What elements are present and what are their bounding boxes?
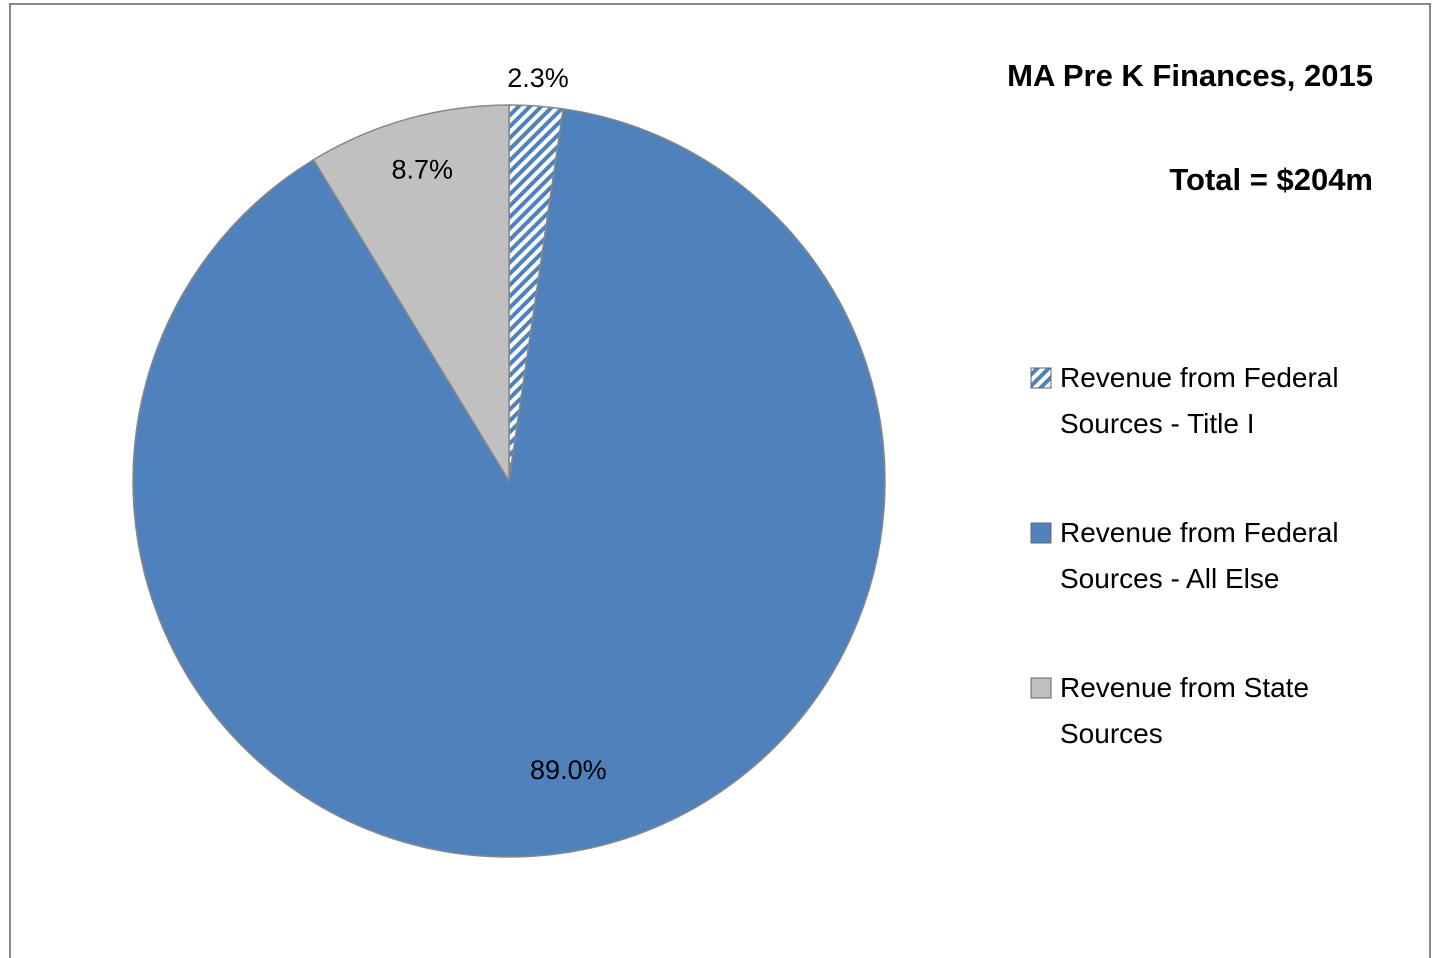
data-label: 8.7% bbox=[391, 155, 453, 185]
chart-title: MA Pre K Finances, 2015 bbox=[1007, 58, 1373, 93]
legend-swatch bbox=[1030, 677, 1052, 699]
legend-swatch bbox=[1030, 367, 1052, 389]
data-label: 2.3% bbox=[507, 63, 569, 93]
pie-slice bbox=[312, 104, 510, 484]
legend-label: Revenue from Federal Sources - All Else bbox=[1060, 517, 1339, 594]
chart-subtitle: Total = $204m bbox=[1169, 162, 1373, 197]
legend-label: Revenue from State Sources bbox=[1060, 672, 1310, 749]
pie-slice bbox=[132, 108, 886, 858]
legend-label: Revenue from Federal Sources - Title I bbox=[1060, 362, 1339, 439]
data-label: 89.0% bbox=[530, 755, 607, 785]
legend-swatch bbox=[1030, 522, 1052, 544]
